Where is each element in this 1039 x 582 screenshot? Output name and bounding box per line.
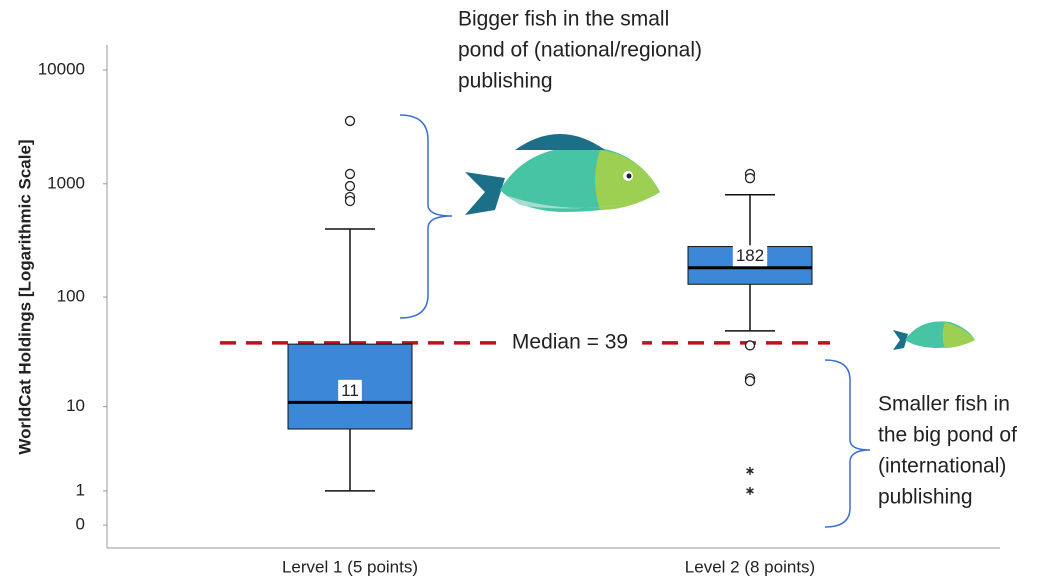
annotation: Smaller fish in: [878, 393, 1010, 416]
y-tick-label: 100: [57, 287, 85, 306]
outlier: [744, 375, 756, 387]
outlier: [344, 115, 356, 127]
y-tick-label: 0: [76, 515, 85, 534]
y-axis-label: WorldCat Holdings [Logarithmic Scale]: [15, 139, 34, 454]
annotation: publishing: [878, 486, 973, 509]
brace: [824, 359, 871, 528]
y-tick-label: 1000: [47, 173, 85, 192]
outlier: [344, 168, 356, 180]
annotation: the big pond of: [878, 424, 1017, 447]
fish-small: [893, 321, 975, 350]
x-tick-label: Level 2 (8 points): [685, 557, 815, 576]
extreme: [746, 486, 754, 495]
annotation: pond of (national/regional): [458, 39, 702, 62]
extreme: [746, 466, 754, 475]
outlier: [344, 195, 356, 207]
median-label: 182: [736, 246, 764, 265]
label-bg: [497, 330, 643, 354]
y-tick-label: 10000: [38, 60, 85, 79]
median-label: 11: [341, 381, 359, 400]
outlier: [744, 340, 756, 351]
label-bg: [338, 379, 362, 401]
fish-large: [465, 134, 660, 215]
annotation: Bigger fish in the small: [458, 8, 669, 31]
y-tick-label: 10: [66, 396, 85, 415]
x-tick-label: Lervel 1 (5 points): [282, 557, 418, 576]
outlier: [344, 180, 356, 192]
reference-label: Median = 39: [512, 330, 628, 353]
label-bg: [732, 245, 768, 267]
brace: [399, 114, 453, 319]
y-tick-label: 1: [76, 480, 85, 499]
annotation: (international): [878, 455, 1006, 478]
outlier: [744, 173, 756, 184]
annotation: publishing: [458, 70, 553, 93]
